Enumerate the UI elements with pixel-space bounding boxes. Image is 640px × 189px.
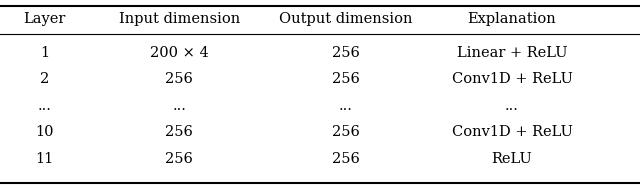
Text: Explanation: Explanation: [468, 12, 556, 26]
Text: 256: 256: [165, 72, 193, 86]
Text: ReLU: ReLU: [492, 152, 532, 166]
Text: 256: 256: [332, 46, 360, 60]
Text: Output dimension: Output dimension: [279, 12, 412, 26]
Text: ...: ...: [505, 99, 519, 113]
Text: 11: 11: [36, 152, 54, 166]
Text: Input dimension: Input dimension: [118, 12, 240, 26]
Text: 256: 256: [332, 152, 360, 166]
Text: 200 × 4: 200 × 4: [150, 46, 209, 60]
Text: Layer: Layer: [24, 12, 66, 26]
Text: 256: 256: [165, 125, 193, 139]
Text: Linear + ReLU: Linear + ReLU: [457, 46, 567, 60]
Text: 256: 256: [332, 125, 360, 139]
Text: Conv1D + ReLU: Conv1D + ReLU: [452, 72, 572, 86]
Text: 2: 2: [40, 72, 49, 86]
Text: ...: ...: [172, 99, 186, 113]
Text: 256: 256: [332, 72, 360, 86]
Text: Conv1D + ReLU: Conv1D + ReLU: [452, 125, 572, 139]
Text: 1: 1: [40, 46, 49, 60]
Text: ...: ...: [339, 99, 353, 113]
Text: 10: 10: [36, 125, 54, 139]
Text: 256: 256: [165, 152, 193, 166]
Text: ...: ...: [38, 99, 52, 113]
